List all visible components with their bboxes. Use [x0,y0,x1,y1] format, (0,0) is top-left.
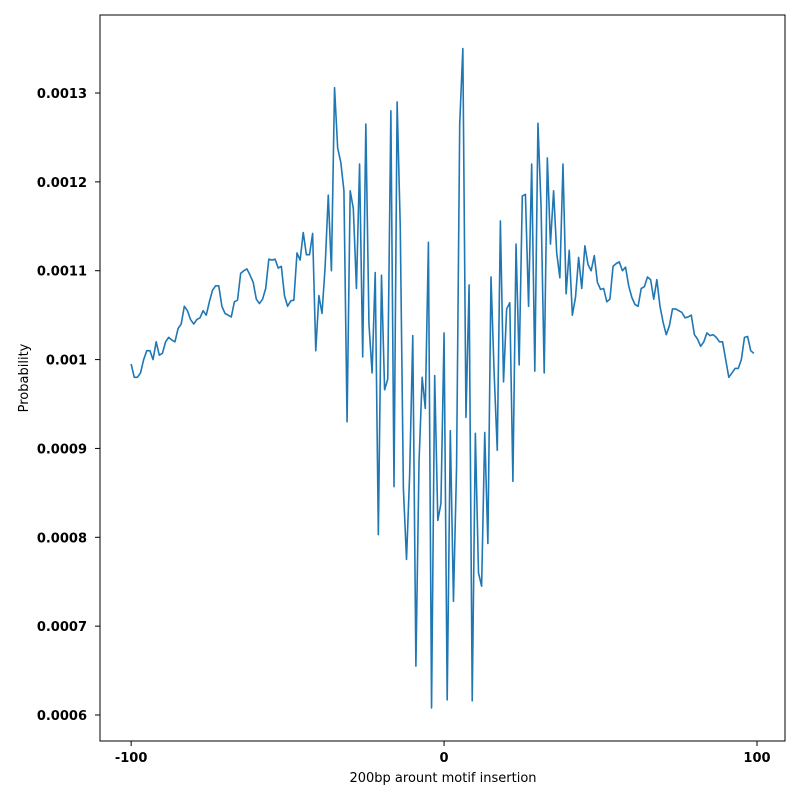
x-tick-label: 0 [440,751,449,766]
y-tick-label: 0.0012 [37,176,87,191]
plot-frame [99,14,786,742]
x-tick-label: 100 [743,751,770,766]
data-line [130,47,755,709]
x-tick-label: -100 [115,751,148,766]
y-tick-label: 0.001 [46,354,87,369]
y-tick-label: 0.0008 [37,531,87,546]
x-axis-label: 200bp arount motif insertion [349,771,536,786]
y-tick-label: 0.0006 [37,709,87,724]
y-tick-label: 0.0009 [37,442,87,457]
y-axis-label: Probability [17,343,32,412]
y-tick-label: 0.0007 [37,620,87,635]
y-tick-label: 0.0013 [37,87,87,102]
y-tick-label: 0.0011 [37,265,87,280]
